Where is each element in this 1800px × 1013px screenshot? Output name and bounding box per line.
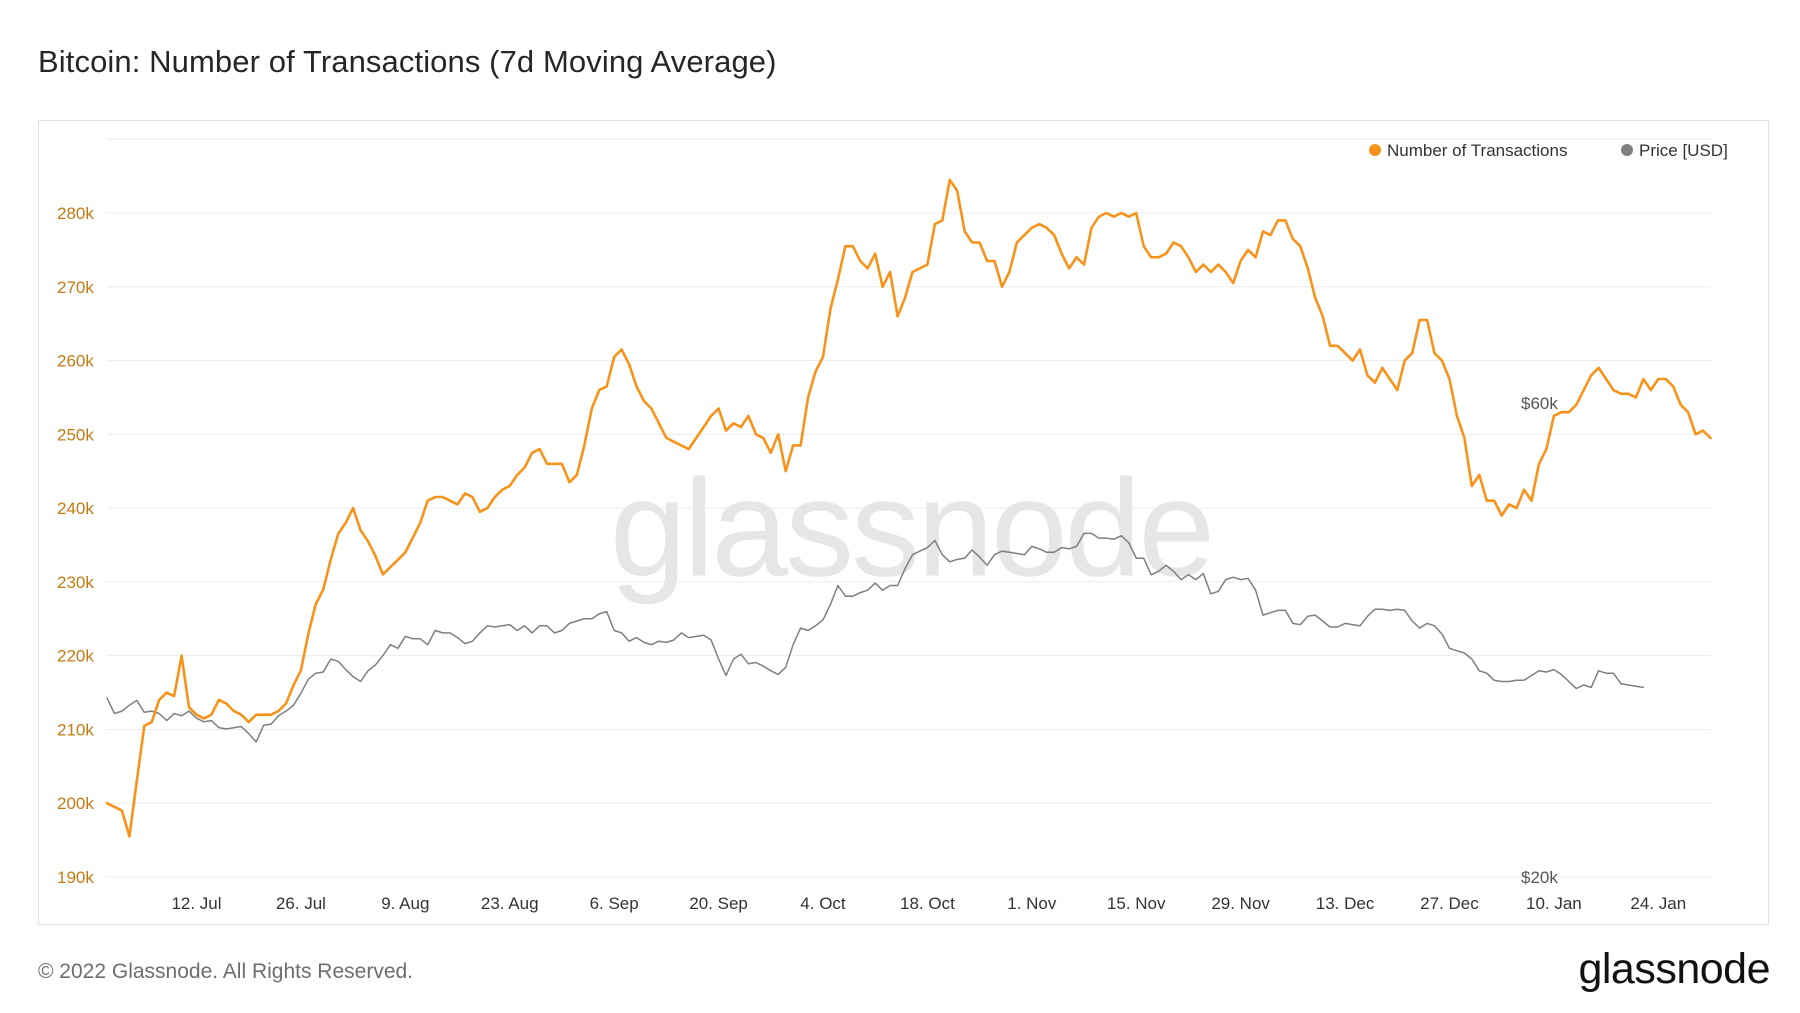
legend-item-price[interactable]: Price [USD] xyxy=(1621,141,1728,160)
left-axis-tick-label: 240k xyxy=(57,499,94,518)
series-line-transactions xyxy=(105,178,1712,838)
x-axis-tick-label: 10. Jan xyxy=(1526,894,1582,913)
glassnode-logo: glassnode xyxy=(1578,945,1770,993)
x-axis-tick-label: 13. Dec xyxy=(1316,894,1375,913)
legend-label-transactions: Number of Transactions xyxy=(1387,141,1567,160)
x-axis: 12. Jul 26. Jul 9. Aug 23. Aug 6. Sep 20. Sep… xyxy=(171,894,1686,913)
x-axis-tick-label: 6. Sep xyxy=(590,894,639,913)
chart-frame: glassnode 190k 200k 210k 220k 230k 240k 250k 26… xyxy=(38,120,1769,925)
x-axis-tick-label: 9. Aug xyxy=(381,894,429,913)
right-axis: $20k $60k xyxy=(1521,394,1558,887)
left-axis-tick-label: 190k xyxy=(57,868,94,887)
chart-title: Bitcoin: Number of Transactions (7d Movi… xyxy=(38,44,777,79)
left-axis-tick-label: 260k xyxy=(57,352,94,371)
legend-dot-transactions xyxy=(1369,144,1381,156)
x-axis-tick-label: 12. Jul xyxy=(171,894,221,913)
left-axis-tick-label: 280k xyxy=(57,204,94,223)
x-axis-tick-label: 23. Aug xyxy=(481,894,539,913)
copyright-text: © 2022 Glassnode. All Rights Reserved. xyxy=(38,960,414,983)
left-axis-tick-label: 200k xyxy=(57,794,94,813)
x-axis-tick-label: 15. Nov xyxy=(1107,894,1166,913)
legend-dot-price xyxy=(1621,144,1633,156)
chart-svg: glassnode 190k 200k 210k 220k 230k 240k 250k 26… xyxy=(57,138,1728,913)
x-axis-tick-label: 24. Jan xyxy=(1630,894,1686,913)
right-axis-tick-label: $20k xyxy=(1521,868,1558,887)
x-axis-tick-label: 26. Jul xyxy=(276,894,326,913)
right-axis-tick-label: $60k xyxy=(1521,394,1558,413)
series-layer xyxy=(105,178,1712,838)
x-axis-tick-label: 29. Nov xyxy=(1211,894,1270,913)
left-axis-tick-label: 230k xyxy=(57,573,94,592)
x-axis-tick-label: 4. Oct xyxy=(800,894,846,913)
legend-item-transactions[interactable]: Number of Transactions xyxy=(1369,141,1567,160)
x-axis-tick-label: 18. Oct xyxy=(900,894,955,913)
legend-label-price: Price [USD] xyxy=(1639,141,1728,160)
x-axis-tick-label: 27. Dec xyxy=(1420,894,1479,913)
left-axis-tick-label: 210k xyxy=(57,720,94,739)
left-axis-tick-label: 270k xyxy=(57,278,94,297)
left-axis-tick-label: 220k xyxy=(57,647,94,666)
series-line-price xyxy=(106,532,1645,743)
x-axis-tick-label: 20. Sep xyxy=(689,894,748,913)
watermark-text: glassnode xyxy=(610,451,1212,605)
left-axis-tick-label: 250k xyxy=(57,425,94,444)
x-axis-tick-label: 1. Nov xyxy=(1007,894,1057,913)
legend[interactable]: Number of Transactions Price [USD] xyxy=(1369,141,1728,160)
left-axis: 190k 200k 210k 220k 230k 240k 250k 260k 270k 280k xyxy=(57,204,94,887)
